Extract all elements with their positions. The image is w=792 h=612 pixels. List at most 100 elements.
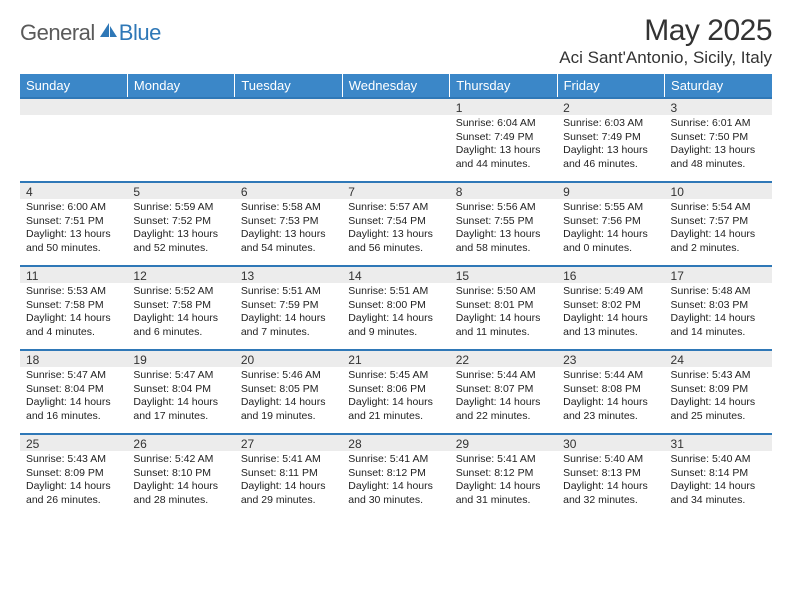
date-number <box>235 97 342 115</box>
cell-line: Daylight: 14 hours <box>348 312 443 326</box>
dow-wednesday: Wednesday <box>342 74 449 97</box>
calendar-cell: 17Sunrise: 5:48 AMSunset: 8:03 PMDayligh… <box>665 265 772 349</box>
cell-line: and 6 minutes. <box>133 326 228 340</box>
date-number: 19 <box>127 349 234 367</box>
cell-line: and 23 minutes. <box>563 410 658 424</box>
date-number: 10 <box>665 181 772 199</box>
cell-body: Sunrise: 5:44 AMSunset: 8:08 PMDaylight:… <box>557 367 664 433</box>
calendar-week: 1Sunrise: 6:04 AMSunset: 7:49 PMDaylight… <box>20 97 772 181</box>
cell-line: Daylight: 14 hours <box>671 396 766 410</box>
cell-line: Sunset: 7:59 PM <box>241 299 336 313</box>
date-number: 1 <box>450 97 557 115</box>
date-number: 30 <box>557 433 664 451</box>
dow-friday: Friday <box>557 74 664 97</box>
cell-line: Daylight: 13 hours <box>26 228 121 242</box>
calendar-cell: 22Sunrise: 5:44 AMSunset: 8:07 PMDayligh… <box>450 349 557 433</box>
cell-line: Sunset: 7:53 PM <box>241 215 336 229</box>
calendar-cell: 19Sunrise: 5:47 AMSunset: 8:04 PMDayligh… <box>127 349 234 433</box>
cell-line: Sunset: 8:02 PM <box>563 299 658 313</box>
cell-line: and 14 minutes. <box>671 326 766 340</box>
cell-line: Sunrise: 5:40 AM <box>563 453 658 467</box>
calendar-cell: 11Sunrise: 5:53 AMSunset: 7:58 PMDayligh… <box>20 265 127 349</box>
cell-line: and 17 minutes. <box>133 410 228 424</box>
cell-line: and 30 minutes. <box>348 494 443 508</box>
cell-line: Sunset: 8:00 PM <box>348 299 443 313</box>
cell-body: Sunrise: 5:59 AMSunset: 7:52 PMDaylight:… <box>127 199 234 265</box>
date-number <box>127 97 234 115</box>
cell-line: Daylight: 13 hours <box>671 144 766 158</box>
cell-body: Sunrise: 6:00 AMSunset: 7:51 PMDaylight:… <box>20 199 127 265</box>
cell-line: Daylight: 14 hours <box>563 228 658 242</box>
cell-body: Sunrise: 5:41 AMSunset: 8:12 PMDaylight:… <box>342 451 449 517</box>
date-number: 3 <box>665 97 772 115</box>
dow-monday: Monday <box>127 74 234 97</box>
cell-line: Sunrise: 5:52 AM <box>133 285 228 299</box>
cell-line: Sunset: 8:09 PM <box>26 467 121 481</box>
dow-sunday: Sunday <box>20 74 127 97</box>
date-number: 31 <box>665 433 772 451</box>
cell-line: Sunset: 8:04 PM <box>26 383 121 397</box>
date-number: 23 <box>557 349 664 367</box>
cell-body: Sunrise: 5:51 AMSunset: 7:59 PMDaylight:… <box>235 283 342 349</box>
cell-body: Sunrise: 5:47 AMSunset: 8:04 PMDaylight:… <box>20 367 127 433</box>
dow-tuesday: Tuesday <box>235 74 342 97</box>
date-number: 28 <box>342 433 449 451</box>
calendar-cell: 24Sunrise: 5:43 AMSunset: 8:09 PMDayligh… <box>665 349 772 433</box>
cell-line: Sunset: 8:11 PM <box>241 467 336 481</box>
cell-body: Sunrise: 5:40 AMSunset: 8:14 PMDaylight:… <box>665 451 772 517</box>
cell-body: Sunrise: 5:47 AMSunset: 8:04 PMDaylight:… <box>127 367 234 433</box>
cell-line: Sunset: 8:03 PM <box>671 299 766 313</box>
cell-line: Sunset: 7:49 PM <box>456 131 551 145</box>
cell-body: Sunrise: 5:48 AMSunset: 8:03 PMDaylight:… <box>665 283 772 349</box>
date-number: 21 <box>342 349 449 367</box>
date-number: 5 <box>127 181 234 199</box>
cell-line: Daylight: 14 hours <box>671 480 766 494</box>
cell-line: and 58 minutes. <box>456 242 551 256</box>
cell-body: Sunrise: 5:41 AMSunset: 8:11 PMDaylight:… <box>235 451 342 517</box>
cell-line: Sunset: 8:10 PM <box>133 467 228 481</box>
calendar-cell: 2Sunrise: 6:03 AMSunset: 7:49 PMDaylight… <box>557 97 664 181</box>
date-number: 2 <box>557 97 664 115</box>
cell-line: Sunrise: 5:51 AM <box>241 285 336 299</box>
cell-line: Sunset: 7:58 PM <box>133 299 228 313</box>
date-number: 20 <box>235 349 342 367</box>
cell-line: Daylight: 13 hours <box>348 228 443 242</box>
cell-line: Sunrise: 5:58 AM <box>241 201 336 215</box>
cell-body: Sunrise: 5:54 AMSunset: 7:57 PMDaylight:… <box>665 199 772 265</box>
cell-body: Sunrise: 5:44 AMSunset: 8:07 PMDaylight:… <box>450 367 557 433</box>
calendar-cell: 25Sunrise: 5:43 AMSunset: 8:09 PMDayligh… <box>20 433 127 517</box>
date-number: 4 <box>20 181 127 199</box>
cell-body: Sunrise: 5:40 AMSunset: 8:13 PMDaylight:… <box>557 451 664 517</box>
cell-line: Sunrise: 5:55 AM <box>563 201 658 215</box>
cell-line: Sunrise: 5:54 AM <box>671 201 766 215</box>
cell-line: Daylight: 14 hours <box>348 396 443 410</box>
cell-line: Daylight: 13 hours <box>133 228 228 242</box>
cell-line: Sunrise: 5:57 AM <box>348 201 443 215</box>
brand-logo: General Blue <box>20 14 161 46</box>
cell-line: Sunrise: 5:47 AM <box>133 369 228 383</box>
cell-line: and 44 minutes. <box>456 158 551 172</box>
date-number: 7 <box>342 181 449 199</box>
cell-body <box>342 115 449 181</box>
cell-line: Daylight: 14 hours <box>26 312 121 326</box>
cell-line: Sunset: 7:52 PM <box>133 215 228 229</box>
cell-line: and 29 minutes. <box>241 494 336 508</box>
cell-body: Sunrise: 5:53 AMSunset: 7:58 PMDaylight:… <box>20 283 127 349</box>
calendar-cell: 28Sunrise: 5:41 AMSunset: 8:12 PMDayligh… <box>342 433 449 517</box>
date-number: 12 <box>127 265 234 283</box>
cell-line: Daylight: 14 hours <box>133 396 228 410</box>
cell-line: Daylight: 14 hours <box>563 480 658 494</box>
date-number <box>342 97 449 115</box>
cell-body: Sunrise: 5:50 AMSunset: 8:01 PMDaylight:… <box>450 283 557 349</box>
cell-line: Sunrise: 5:56 AM <box>456 201 551 215</box>
cell-line: Sunset: 7:55 PM <box>456 215 551 229</box>
calendar-cell: 13Sunrise: 5:51 AMSunset: 7:59 PMDayligh… <box>235 265 342 349</box>
day-of-week-row: Sunday Monday Tuesday Wednesday Thursday… <box>20 74 772 97</box>
cell-body: Sunrise: 5:43 AMSunset: 8:09 PMDaylight:… <box>665 367 772 433</box>
cell-line: Sunrise: 5:49 AM <box>563 285 658 299</box>
cell-line: Sunrise: 5:53 AM <box>26 285 121 299</box>
cell-body: Sunrise: 5:45 AMSunset: 8:06 PMDaylight:… <box>342 367 449 433</box>
cell-line: and 9 minutes. <box>348 326 443 340</box>
cell-line: and 22 minutes. <box>456 410 551 424</box>
cell-line: and 54 minutes. <box>241 242 336 256</box>
